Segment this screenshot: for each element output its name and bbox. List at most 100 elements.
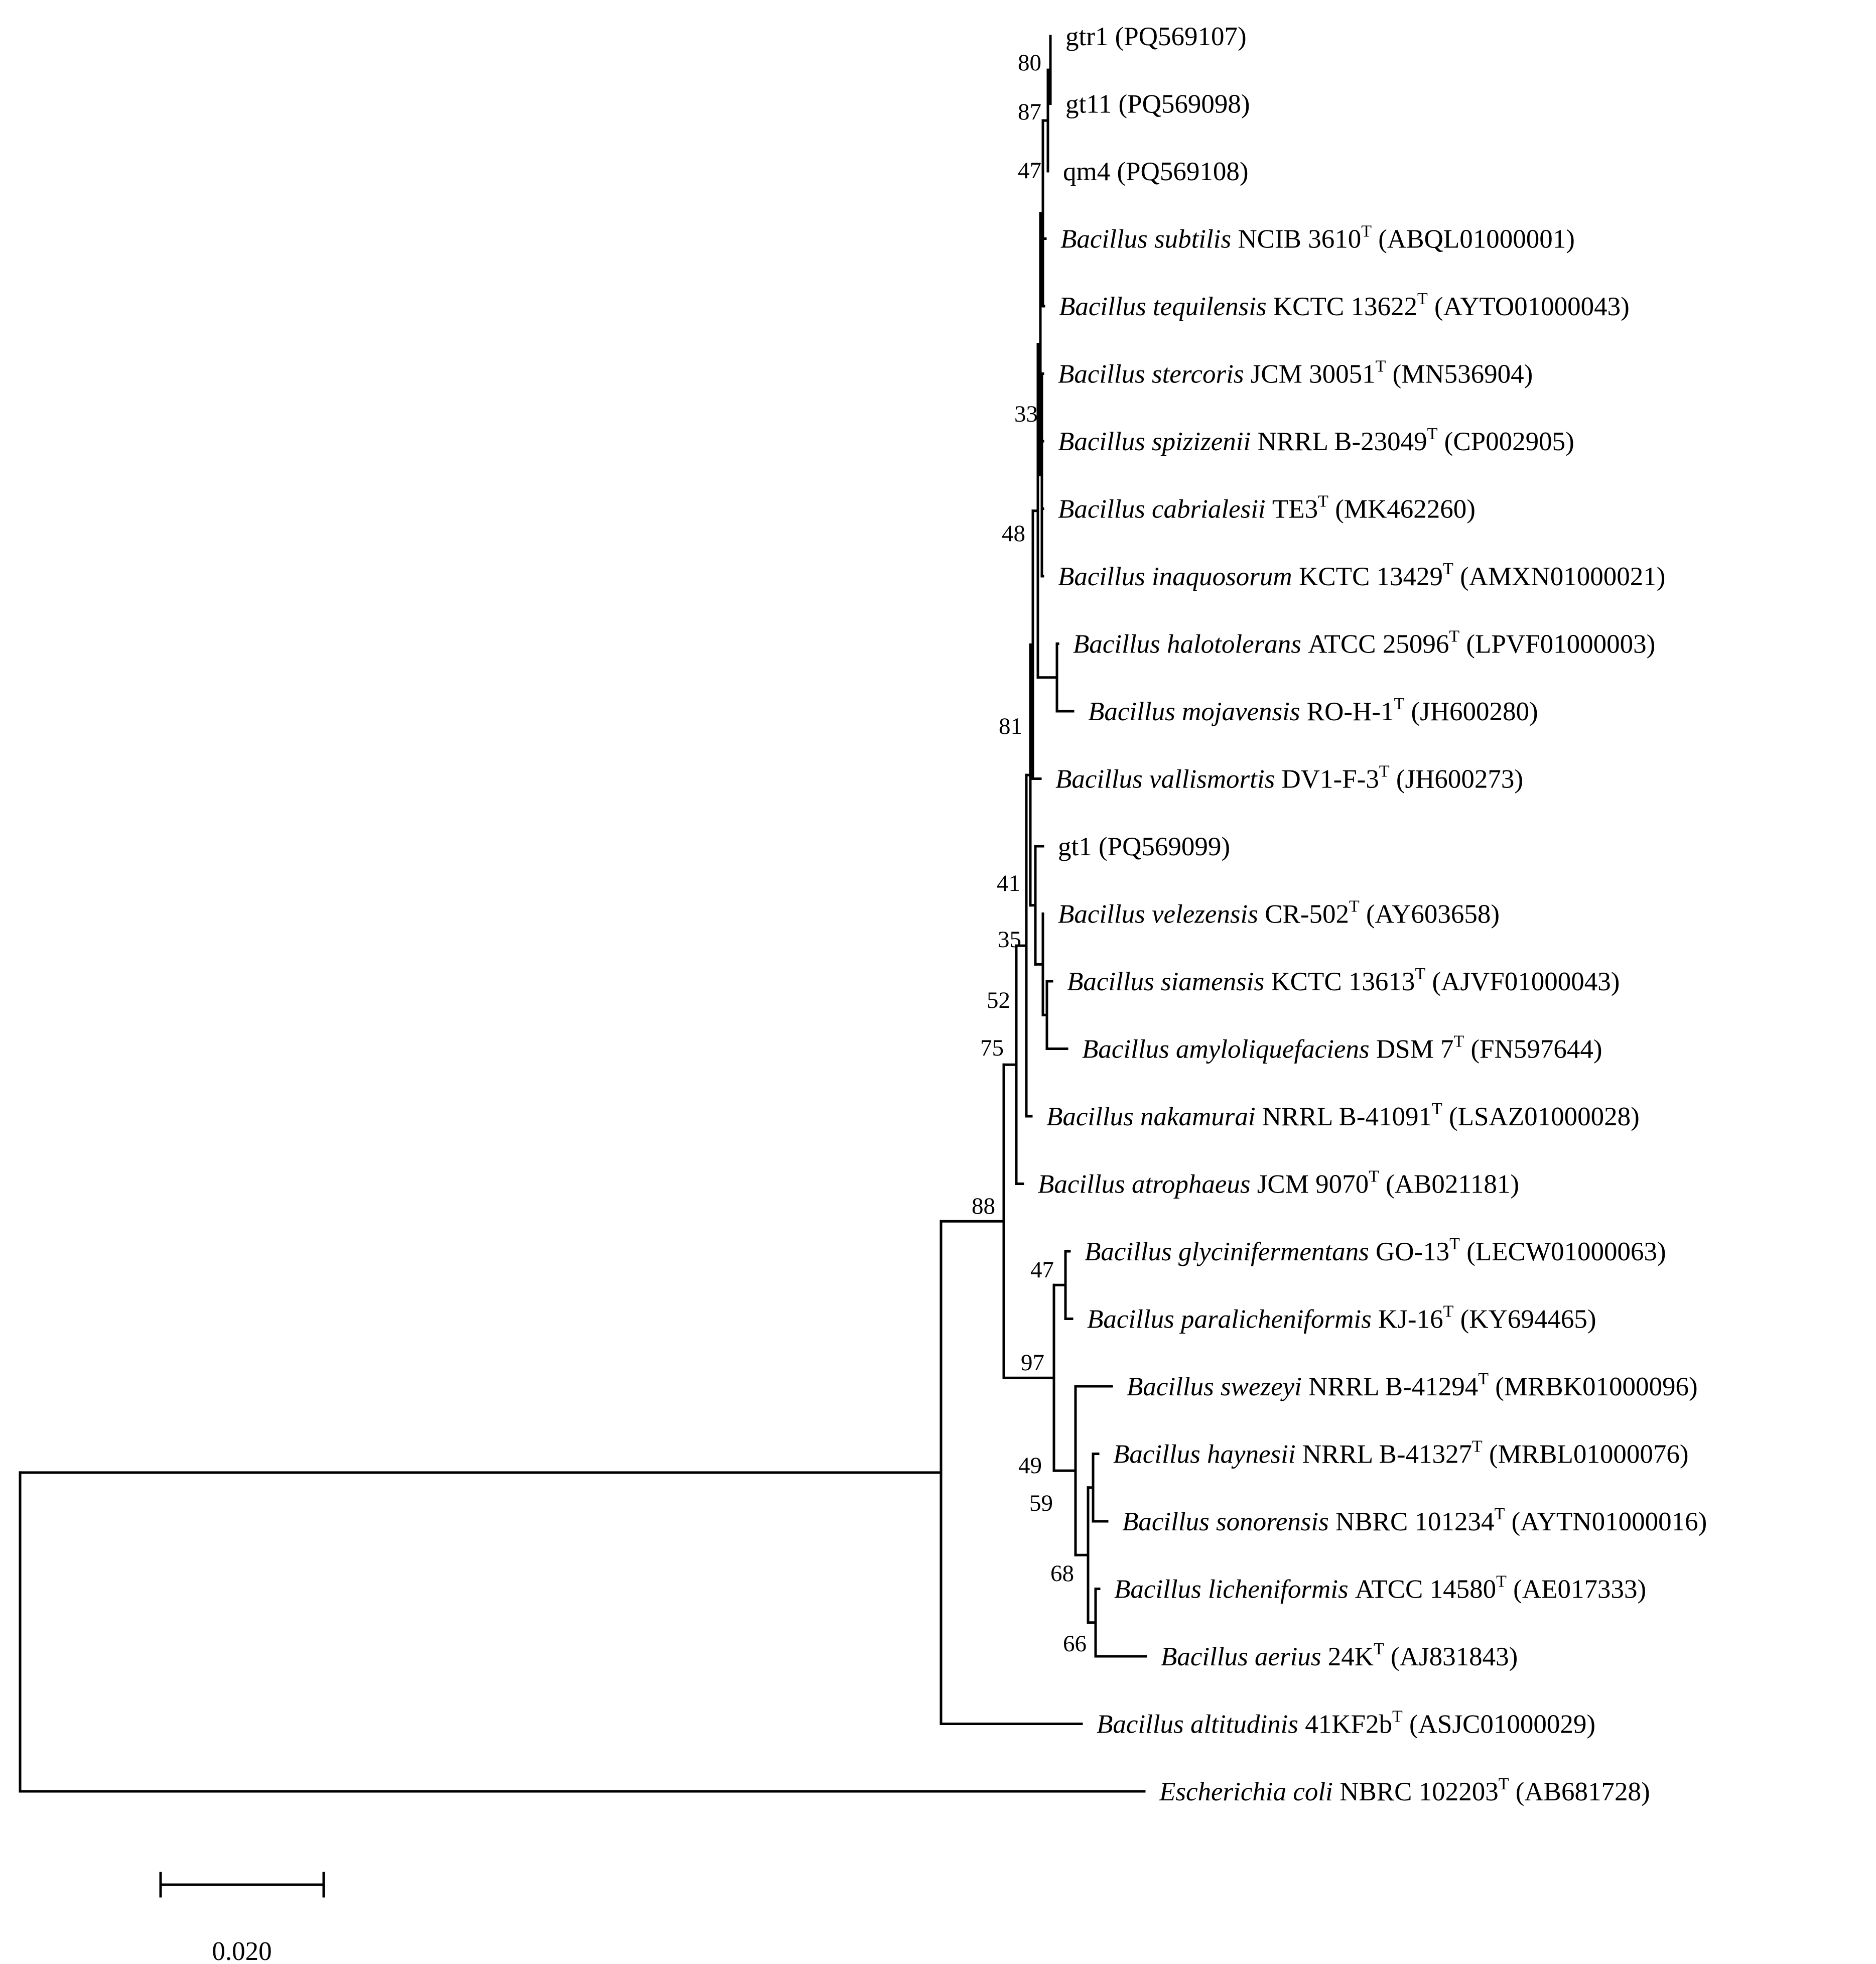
leaf-label: Bacillus glycinifermentans GO-13T (LECW0… bbox=[1085, 1235, 1666, 1266]
strain-name: RO-H-1 bbox=[1307, 697, 1394, 726]
strain-name: KJ-16 bbox=[1378, 1305, 1443, 1334]
bootstrap-value: 80 bbox=[1018, 50, 1041, 76]
accession-number: (AB021181) bbox=[1379, 1170, 1519, 1199]
species-name: Bacillus amyloliquefaciens bbox=[1082, 1035, 1376, 1064]
species-name: Bacillus mojavensis bbox=[1088, 697, 1307, 726]
accession-number: (MRBK01000096) bbox=[1489, 1372, 1698, 1401]
bootstrap-labels: 80 87 47 33 48 81 41 35 52 75 88 47 97 49 59 68 66 bbox=[972, 50, 1087, 1657]
accession-number: (KY694465) bbox=[1453, 1305, 1596, 1334]
species-name: Bacillus halotolerans bbox=[1073, 630, 1308, 659]
leaf-label: Bacillus amyloliquefaciens DSM 7T (FN597… bbox=[1082, 1032, 1602, 1064]
type-strain-marker: T bbox=[1496, 1573, 1507, 1591]
type-strain-marker: T bbox=[1472, 1437, 1483, 1456]
accession-number: (AJVF01000043) bbox=[1425, 967, 1620, 996]
species-name: Bacillus atrophaeus bbox=[1038, 1170, 1257, 1199]
leaf-label: Bacillus stercoris JCM 30051T (MN536904) bbox=[1058, 357, 1533, 389]
leaf-label: Bacillus sonorensis NBRC 101234T (AYTN01… bbox=[1122, 1505, 1707, 1536]
leaf-labels: gtr1 (PQ569107) gt11 (PQ569098) qm4 (PQ569… bbox=[1038, 22, 1707, 1806]
strain-name: JCM 9070 bbox=[1257, 1170, 1369, 1199]
type-strain-marker: T bbox=[1432, 1100, 1442, 1118]
accession-number: (AYTO01000043) bbox=[1428, 292, 1630, 321]
strain-name: gtr1 bbox=[1065, 22, 1108, 51]
bootstrap-value: 66 bbox=[1063, 1631, 1087, 1657]
leaf-label: Bacillus spizizenii NRRL B-23049T (CP002… bbox=[1058, 425, 1574, 456]
leaf-label: Escherichia coli NBRC 102203T (AB681728) bbox=[1159, 1775, 1650, 1806]
accession-number: (PQ569098) bbox=[1112, 90, 1250, 119]
type-strain-marker: T bbox=[1376, 357, 1386, 376]
accession-number: (PQ569108) bbox=[1110, 157, 1248, 186]
bootstrap-value: 97 bbox=[1021, 1350, 1044, 1376]
type-strain-marker: T bbox=[1349, 897, 1360, 916]
accession-number: (PQ569107) bbox=[1108, 22, 1246, 51]
strain-name: 41KF2b bbox=[1305, 1710, 1392, 1739]
accession-number: (AE017333) bbox=[1507, 1575, 1646, 1604]
leaf-label: Bacillus paralicheniformis KJ-16T (KY694… bbox=[1087, 1302, 1596, 1334]
species-name: Bacillus licheniformis bbox=[1114, 1575, 1355, 1604]
leaf-label: Bacillus halotolerans ATCC 25096T (LPVF0… bbox=[1073, 627, 1655, 659]
leaf-label: gt11 (PQ569098) bbox=[1065, 90, 1250, 119]
leaf-label: Bacillus licheniformis ATCC 14580T (AE01… bbox=[1114, 1573, 1646, 1604]
species-name: Bacillus swezeyi bbox=[1127, 1372, 1308, 1401]
leaf-label: Bacillus haynesii NRRL B-41327T (MRBL010… bbox=[1113, 1437, 1689, 1469]
leaf-label: Bacillus aerius 24KT (AJ831843) bbox=[1161, 1640, 1518, 1671]
accession-number: (LECW01000063) bbox=[1460, 1237, 1666, 1266]
leaf-label: Bacillus subtilis NCIB 3610T (ABQL010000… bbox=[1060, 222, 1575, 254]
type-strain-marker: T bbox=[1392, 1708, 1403, 1726]
bootstrap-value: 88 bbox=[972, 1193, 995, 1219]
species-name: Escherichia coli bbox=[1159, 1777, 1339, 1806]
accession-number: (ABQL01000001) bbox=[1372, 225, 1575, 254]
bootstrap-value: 75 bbox=[980, 1035, 1004, 1061]
leaf-label: Bacillus nakamurai NRRL B-41091T (LSAZ01… bbox=[1046, 1100, 1640, 1131]
leaf-label: Bacillus tequilensis KCTC 13622T (AYTO01… bbox=[1059, 290, 1630, 321]
accession-number: (LPVF01000003) bbox=[1459, 630, 1655, 659]
bootstrap-value: 81 bbox=[999, 713, 1022, 739]
type-strain-marker: T bbox=[1374, 1640, 1384, 1658]
strain-name: gt11 bbox=[1065, 90, 1112, 119]
strain-name: NBRC 101234 bbox=[1335, 1507, 1495, 1536]
species-name: Bacillus cabrialesii bbox=[1058, 495, 1272, 524]
leaf-label: qm4 (PQ569108) bbox=[1063, 157, 1249, 186]
bootstrap-value: 35 bbox=[998, 927, 1021, 953]
species-name: Bacillus paralicheniformis bbox=[1087, 1305, 1378, 1334]
bootstrap-value: 41 bbox=[997, 870, 1020, 896]
accession-number: (CP002905) bbox=[1437, 427, 1574, 456]
bootstrap-value: 52 bbox=[987, 987, 1010, 1013]
leaf-label: gt1 (PQ569099) bbox=[1058, 832, 1230, 861]
bootstrap-value: 49 bbox=[1018, 1453, 1042, 1479]
accession-number: (MRBL01000076) bbox=[1483, 1440, 1689, 1469]
leaf-label: gtr1 (PQ569107) bbox=[1065, 22, 1247, 51]
leaf-label: Bacillus cabrialesii TE3T (MK462260) bbox=[1058, 492, 1476, 524]
type-strain-marker: T bbox=[1453, 1032, 1464, 1051]
species-name: Bacillus spizizenii bbox=[1058, 427, 1258, 456]
strain-name: NRRL B-41327 bbox=[1302, 1440, 1472, 1469]
strain-name: DSM 7 bbox=[1376, 1035, 1454, 1064]
strain-name: qm4 bbox=[1063, 157, 1110, 186]
leaf-label: Bacillus inaquosorum KCTC 13429T (AMXN01… bbox=[1058, 560, 1665, 591]
leaf-label: Bacillus velezensis CR-502T (AY603658) bbox=[1058, 897, 1500, 929]
accession-number: (ASJC01000029) bbox=[1403, 1710, 1595, 1739]
species-name: Bacillus subtilis bbox=[1060, 225, 1238, 254]
strain-name: 24K bbox=[1328, 1642, 1374, 1671]
strain-name: DV1-F-3 bbox=[1282, 765, 1379, 794]
strain-name: TE3 bbox=[1272, 495, 1318, 524]
strain-name: NBRC 102203 bbox=[1339, 1777, 1499, 1806]
type-strain-marker: T bbox=[1394, 695, 1404, 713]
type-strain-marker: T bbox=[1427, 425, 1438, 443]
strain-name: NRRL B-41294 bbox=[1308, 1372, 1478, 1401]
accession-number: (JH600273) bbox=[1390, 765, 1523, 794]
type-strain-marker: T bbox=[1361, 222, 1372, 241]
strain-name: CR-502 bbox=[1265, 900, 1349, 929]
leaf-label: Bacillus mojavensis RO-H-1T (JH600280) bbox=[1088, 695, 1538, 726]
type-strain-marker: T bbox=[1318, 492, 1328, 511]
species-name: Bacillus sonorensis bbox=[1122, 1507, 1335, 1536]
type-strain-marker: T bbox=[1415, 965, 1425, 983]
leaf-label: Bacillus altitudinis 41KF2bT (ASJC010000… bbox=[1097, 1708, 1595, 1739]
type-strain-marker: T bbox=[1478, 1370, 1489, 1388]
species-name: Bacillus nakamurai bbox=[1046, 1102, 1262, 1131]
scale-bar-label: 0.020 bbox=[212, 1937, 272, 1964]
accession-number: (AMXN01000021) bbox=[1453, 562, 1666, 591]
accession-number: (MN536904) bbox=[1386, 360, 1533, 389]
type-strain-marker: T bbox=[1449, 627, 1459, 646]
leaf-label: Bacillus siamensis KCTC 13613T (AJVF0100… bbox=[1067, 965, 1620, 996]
type-strain-marker: T bbox=[1443, 1302, 1454, 1321]
